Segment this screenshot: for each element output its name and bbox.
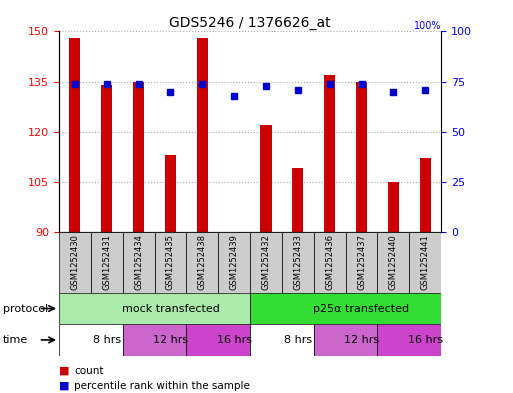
Text: 8 hrs: 8 hrs xyxy=(284,335,312,345)
Text: percentile rank within the sample: percentile rank within the sample xyxy=(74,381,250,391)
Bar xyxy=(123,232,154,293)
Text: 16 hrs: 16 hrs xyxy=(216,335,252,345)
Text: protocol: protocol xyxy=(3,303,48,314)
Bar xyxy=(197,38,208,232)
Bar xyxy=(378,232,409,293)
Bar xyxy=(346,232,378,293)
Text: ■: ■ xyxy=(59,365,69,376)
Bar xyxy=(409,232,441,293)
Bar xyxy=(292,168,303,232)
Text: GSM1252439: GSM1252439 xyxy=(230,234,239,290)
Text: GSM1252430: GSM1252430 xyxy=(70,234,80,290)
Text: GSM1252441: GSM1252441 xyxy=(421,235,430,290)
Text: GSM1252431: GSM1252431 xyxy=(102,234,111,290)
Bar xyxy=(250,324,314,356)
Bar xyxy=(356,82,367,232)
Bar xyxy=(154,232,186,293)
Bar xyxy=(69,38,81,232)
Text: 12 hrs: 12 hrs xyxy=(153,335,188,345)
Text: GSM1252434: GSM1252434 xyxy=(134,234,143,290)
Bar xyxy=(101,85,112,232)
Bar xyxy=(165,155,176,232)
Bar xyxy=(378,324,441,356)
Bar xyxy=(261,125,271,232)
Text: p25α transfected: p25α transfected xyxy=(313,303,409,314)
Bar xyxy=(123,324,186,356)
Bar xyxy=(186,324,250,356)
Bar xyxy=(282,232,314,293)
Bar xyxy=(59,293,250,324)
Text: 100%: 100% xyxy=(413,22,441,31)
Bar xyxy=(59,324,123,356)
Text: GSM1252437: GSM1252437 xyxy=(357,234,366,290)
Bar xyxy=(250,293,441,324)
Text: 8 hrs: 8 hrs xyxy=(93,335,121,345)
Bar xyxy=(59,232,91,293)
Bar xyxy=(133,82,144,232)
Text: GSM1252433: GSM1252433 xyxy=(293,234,302,290)
Text: 16 hrs: 16 hrs xyxy=(408,335,443,345)
Bar xyxy=(314,232,346,293)
Text: ■: ■ xyxy=(59,381,69,391)
Bar xyxy=(324,75,336,232)
Text: count: count xyxy=(74,365,104,376)
Bar xyxy=(420,158,431,232)
Text: GSM1252436: GSM1252436 xyxy=(325,234,334,290)
Title: GDS5246 / 1376626_at: GDS5246 / 1376626_at xyxy=(169,17,331,30)
Bar xyxy=(250,232,282,293)
Bar xyxy=(388,182,399,232)
Bar xyxy=(218,232,250,293)
Text: time: time xyxy=(3,335,28,345)
Text: GSM1252438: GSM1252438 xyxy=(198,234,207,290)
Text: mock transfected: mock transfected xyxy=(122,303,220,314)
Bar xyxy=(91,232,123,293)
Text: GSM1252432: GSM1252432 xyxy=(262,234,270,290)
Bar xyxy=(186,232,218,293)
Text: GSM1252440: GSM1252440 xyxy=(389,235,398,290)
Text: GSM1252435: GSM1252435 xyxy=(166,234,175,290)
Text: 12 hrs: 12 hrs xyxy=(344,335,379,345)
Bar xyxy=(314,324,378,356)
